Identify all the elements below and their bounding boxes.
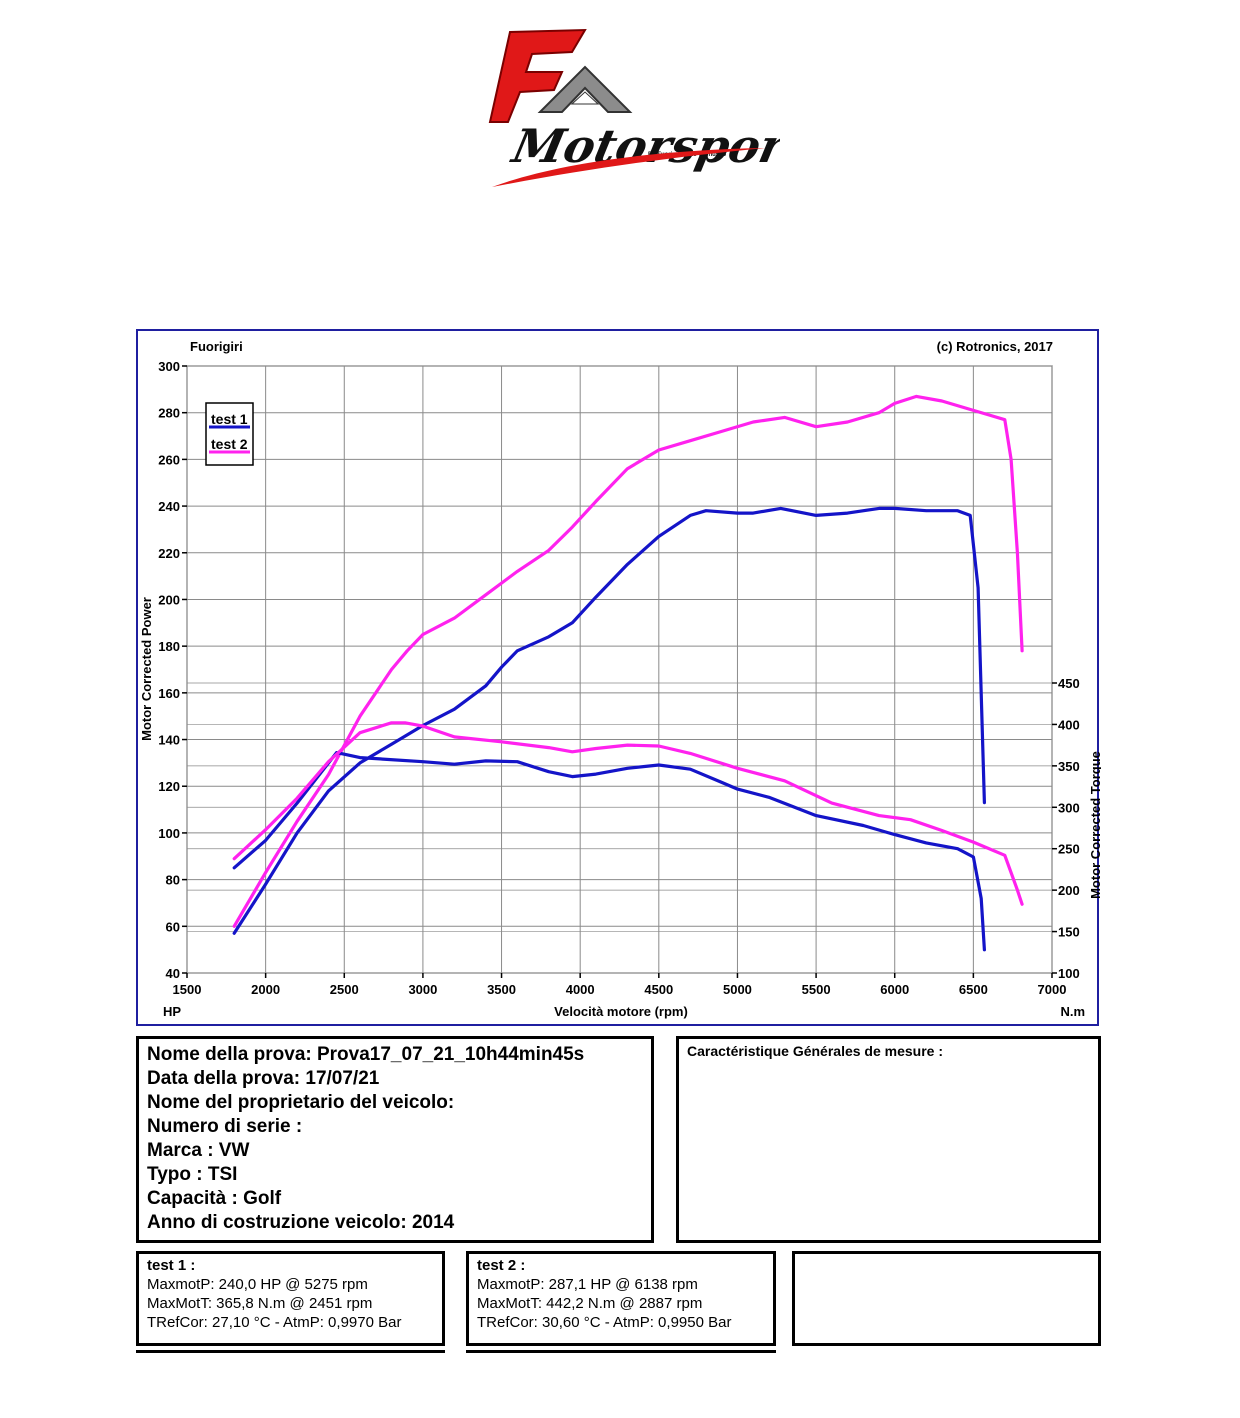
y2-axis-label: Motor Corrected Torque: [1088, 751, 1101, 899]
chart-header-right: (c) Rotronics, 2017: [937, 339, 1053, 354]
x-tick-label: 2500: [330, 982, 359, 997]
empty-notes-box: [792, 1251, 1101, 1346]
y-tick-label: 220: [158, 546, 180, 561]
y-tick-label: 260: [158, 452, 180, 467]
x-tick-label: 2000: [251, 982, 280, 997]
legend-label-test2: test 2: [211, 436, 248, 452]
x-tick-label: 3500: [487, 982, 516, 997]
series-test2-torque-line: [232, 721, 1024, 906]
measure-title: Caractéristique Générales de mesure :: [687, 1043, 944, 1059]
y-tick-label: 100: [158, 826, 180, 841]
y2-tick-label: 400: [1058, 717, 1080, 732]
chart-header-left: Fuorigiri: [190, 339, 243, 354]
x-axis-label: Velocità motore (rpm): [554, 1004, 688, 1019]
test1-max-torque: MaxMotT: 365,8 N.m @ 2451 rpm: [147, 1295, 373, 1312]
x-tick-label: 4000: [566, 982, 595, 997]
y-tick-label: 300: [158, 359, 180, 374]
vehicle-info-box: Nome della prova: Prova17_07_21_10h44min…: [136, 1036, 654, 1243]
vehicle-brand: Marca : VW: [147, 1140, 250, 1161]
x-tick-label: 1500: [173, 982, 202, 997]
serial-number: Numero di serie :: [147, 1116, 303, 1137]
dyno-chart-svg: Fuorigiri (c) Rotronics, 2017 1500 2000 25…: [139, 339, 1101, 1019]
y-tick-label: 120: [158, 779, 180, 794]
measure-info-box: Caractéristique Générales de mesure :: [676, 1036, 1101, 1243]
test2-results-box: test 2 : MaxmotP: 287,1 HP @ 6138 rpm Ma…: [466, 1251, 776, 1346]
test1-max-power: MaxmotP: 240,0 HP @ 5275 rpm: [147, 1276, 368, 1293]
y2-tick-label: 300: [1058, 800, 1080, 815]
vehicle-type: Typo : TSI: [147, 1164, 238, 1185]
x-unit-right: N.m: [1060, 1004, 1085, 1019]
series-test1-power-line: [232, 506, 987, 935]
y2-tick-label: 450: [1058, 676, 1080, 691]
y2-tick-label: 250: [1058, 842, 1080, 857]
y-axis-label: Motor Corrected Power: [139, 597, 154, 741]
y-tick-label: 180: [158, 639, 180, 654]
y-tick-label: 160: [158, 686, 180, 701]
test2-max-torque: MaxMotT: 442,2 N.m @ 2887 rpm: [477, 1295, 703, 1312]
x-tick-label: 5500: [802, 982, 831, 997]
test2-title: test 2 :: [477, 1257, 526, 1274]
x-tick-label: 6500: [959, 982, 988, 997]
x-tick-label: 3000: [408, 982, 437, 997]
test2-max-power: MaxmotP: 287,1 HP @ 6138 rpm: [477, 1276, 698, 1293]
y2-tick-label: 350: [1058, 759, 1080, 774]
test2-conditions: TRefCor: 30,60 °C - AtmP: 0,9950 Bar: [477, 1314, 732, 1331]
y-tick-label: 60: [166, 919, 180, 934]
test1-underline: [136, 1350, 445, 1353]
fa-motorsport-logo: Motorsport By Fuorigiri Auto Cernusco: [480, 22, 812, 202]
y2-tick-label: 200: [1058, 883, 1080, 898]
y2-tick-label: 100: [1058, 966, 1080, 981]
x-tick-label: 7000: [1038, 982, 1067, 997]
vehicle-year: Anno di costruzione veicolo: 2014: [147, 1212, 455, 1233]
y-tick-label: 40: [166, 966, 180, 981]
x-unit-left: HP: [163, 1004, 181, 1019]
y-tick-label: 240: [158, 499, 180, 514]
vehicle-owner: Nome del proprietario del veicolo:: [147, 1092, 455, 1113]
test-date: Data della prova: 17/07/21: [147, 1068, 380, 1089]
y-tick-label: 80: [166, 873, 180, 888]
dyno-chart: Fuorigiri (c) Rotronics, 2017 1500 2000 25…: [136, 329, 1101, 1026]
test1-conditions: TRefCor: 27,10 °C - AtmP: 0,9970 Bar: [147, 1314, 402, 1331]
series-test2-power-line: [232, 394, 1024, 928]
test1-results-box: test 1 : MaxmotP: 240,0 HP @ 5275 rpm Ma…: [136, 1251, 445, 1346]
y-tick-label: 200: [158, 592, 180, 607]
plot-area: [186, 365, 1053, 974]
test1-title: test 1 :: [147, 1257, 196, 1274]
y2-tick-label: 150: [1058, 925, 1080, 940]
y-tick-label: 280: [158, 406, 180, 421]
test-name: Nome della prova: Prova17_07_21_10h44min…: [147, 1044, 585, 1065]
y-tick-label: 140: [158, 733, 180, 748]
x-tick-label: 4500: [644, 982, 673, 997]
x-tick-label: 5000: [723, 982, 752, 997]
chart-legend: test 1 test 2: [205, 402, 254, 466]
series-test1-torque-line: [232, 751, 987, 952]
test2-underline: [466, 1350, 776, 1353]
x-tick-label: 6000: [880, 982, 909, 997]
logo-brand-text: Motorsport: [506, 118, 780, 172]
legend-label-test1: test 1: [211, 411, 248, 427]
vehicle-capacity: Capacità : Golf: [147, 1188, 282, 1209]
